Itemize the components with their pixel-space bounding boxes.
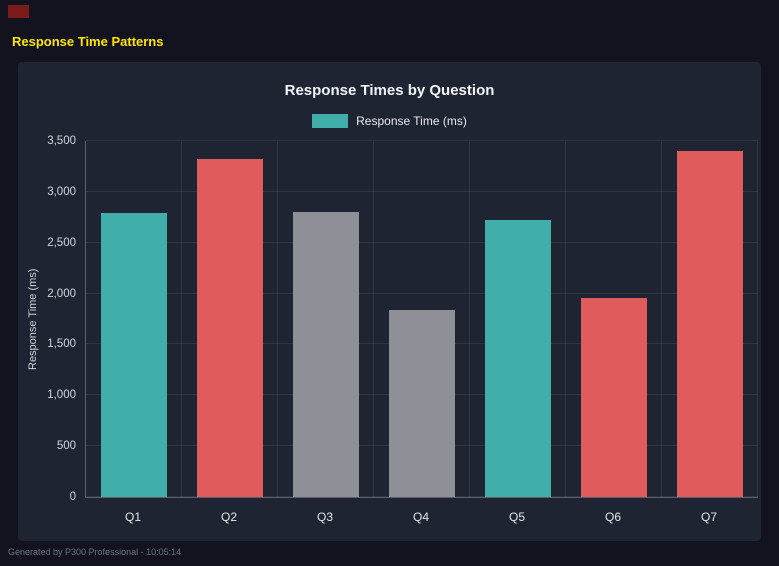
chart-legend: Response Time (ms) [18, 114, 761, 128]
app-logo-mark [8, 5, 29, 18]
x-axis-labels: Q1 Q2 Q3 Q4 Q5 Q6 Q7 [85, 510, 757, 524]
footer-caption: Generated by P300 Professional - 10:05:1… [8, 547, 182, 557]
bar-Q3 [293, 212, 359, 497]
y-tick-label: 1,500 [47, 338, 76, 351]
bar-Q5 [485, 220, 551, 497]
y-tick-label: 0 [69, 491, 76, 503]
legend-swatch [312, 114, 349, 128]
y-tick-label: 500 [56, 440, 76, 453]
h-gridline [86, 292, 758, 294]
v-gridline [276, 141, 278, 497]
x-tick-label: Q6 [604, 510, 621, 524]
x-tick-label: Q5 [508, 510, 525, 524]
x-tick-label: Q3 [316, 510, 333, 524]
v-gridline [757, 141, 758, 497]
page-title: Response Time Patterns [12, 34, 164, 49]
y-tick-label: 1,000 [47, 389, 76, 402]
v-gridline [565, 141, 566, 497]
x-tick-label: Q4 [412, 510, 429, 524]
y-tick-label: 2,000 [47, 287, 76, 300]
legend-label: Response Time (ms) [356, 114, 467, 128]
v-gridline [180, 141, 182, 497]
bar-Q4 [389, 309, 455, 497]
y-tick-label: 3,000 [47, 185, 76, 198]
h-gridline [86, 140, 758, 141]
y-axis-title: Response Time (ms) [27, 268, 39, 370]
chart-panel: Response Times by Question Response Time… [18, 62, 761, 541]
bar-Q7 [677, 151, 743, 497]
h-gridline [86, 190, 758, 192]
y-tick-label: 3,500 [47, 135, 76, 147]
bar-Q1 [101, 213, 167, 497]
v-gridline [373, 141, 374, 497]
bar-Q6 [581, 297, 647, 497]
plot-area: 0 500 1,000 1,500 2,000 2,500 3,000 3,500 [47, 135, 758, 503]
chart-title: Response Times by Question [284, 82, 495, 99]
h-gridline [86, 241, 758, 243]
legend-item-response-time[interactable]: Response Time (ms) [312, 114, 467, 128]
v-gridline [661, 141, 662, 497]
y-tick-label: 2,500 [47, 236, 76, 249]
x-tick-label: Q2 [220, 510, 237, 524]
bar-Q2 [197, 159, 263, 497]
x-tick-label: Q7 [700, 510, 717, 524]
v-gridline [468, 141, 470, 497]
x-tick-label: Q1 [124, 510, 141, 524]
